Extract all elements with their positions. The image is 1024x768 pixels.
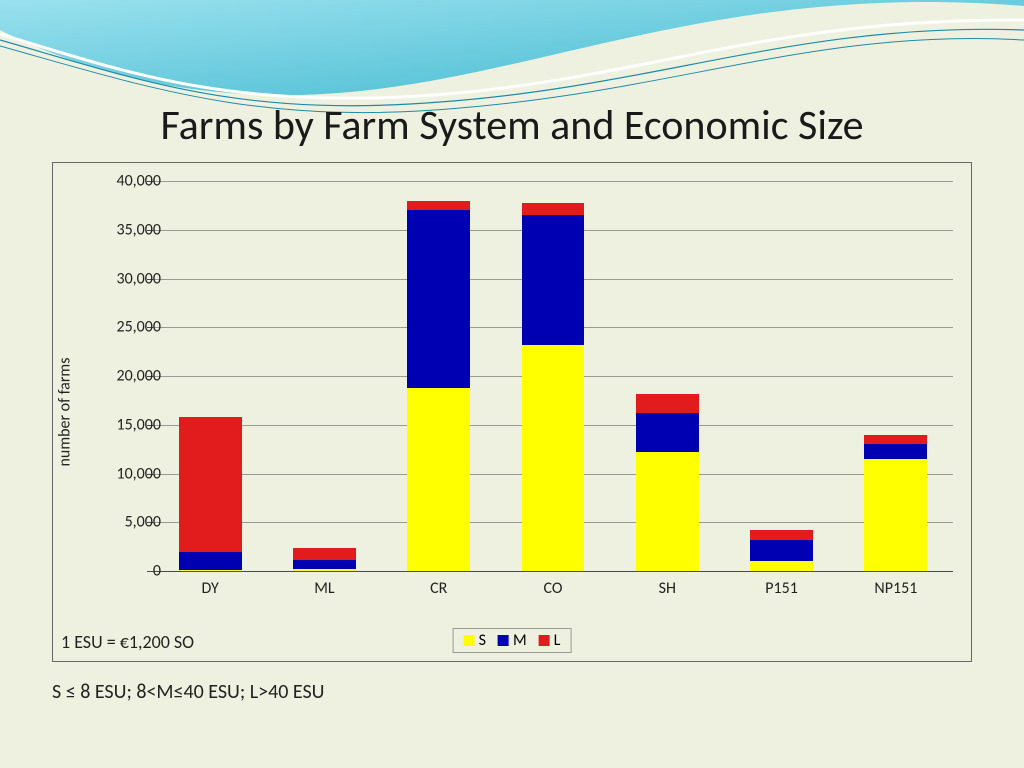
y-tick-label: 0 — [91, 562, 161, 581]
x-tick-label: SH — [659, 579, 676, 598]
bar-segment-s — [864, 459, 927, 571]
footnote: S ≤ 8 ESU; 8<M≤40 ESU; L>40 ESU — [52, 680, 325, 704]
bar-co: CO — [522, 203, 585, 571]
x-tick-label: CR — [430, 579, 447, 598]
x-tick-label: ML — [314, 579, 334, 598]
y-tick-label: 30,000 — [91, 269, 161, 288]
bar-segment-m — [293, 560, 356, 569]
bar-segment-m — [750, 540, 813, 561]
bar-sh: SH — [636, 394, 699, 571]
bar-segment-m — [179, 552, 242, 571]
y-tick-label: 40,000 — [91, 172, 161, 191]
x-axis-line — [147, 571, 953, 572]
legend-item-s: S — [464, 631, 486, 650]
y-tick-label: 25,000 — [91, 318, 161, 337]
bar-segment-s — [179, 570, 242, 571]
legend: S M L — [453, 628, 572, 653]
bar-np151: NP151 — [864, 435, 927, 572]
bar-cr: CR — [407, 201, 470, 571]
plot-area: DY ML CRCO SH P151 NP151 — [153, 181, 953, 571]
y-tick-label: 10,000 — [91, 464, 161, 483]
y-axis-label: number of farms — [56, 358, 75, 467]
legend-label-s: S — [479, 631, 486, 650]
legend-swatch-m — [498, 635, 509, 646]
y-tick-label: 35,000 — [91, 220, 161, 239]
bar-segment-s — [407, 388, 470, 571]
bar-segment-s — [522, 345, 585, 571]
y-tick-label: 15,000 — [91, 415, 161, 434]
bar-segment-m — [522, 215, 585, 345]
chart-frame: number of farms DYMLCRCOSHP151NP151 05,0… — [52, 162, 972, 662]
y-tick-label: 5,000 — [91, 513, 161, 532]
slide-title: Farms by Farm System and Economic Size — [0, 100, 1024, 151]
bar-segment-s — [293, 569, 356, 571]
legend-item-m: M — [498, 631, 527, 650]
bars-container: DY ML CRCO SH P151 NP151 — [153, 181, 953, 571]
legend-swatch-l — [539, 635, 550, 646]
bar-segment-m — [864, 444, 927, 459]
esu-note: 1 ESU = €1,200 SO — [61, 631, 194, 653]
legend-swatch-s — [464, 635, 475, 646]
legend-item-l: L — [539, 631, 561, 650]
x-tick-label: NP151 — [874, 579, 917, 598]
bar-segment-l — [636, 394, 699, 414]
slide: Farms by Farm System and Economic Size n… — [0, 0, 1024, 768]
bar-segment-l — [293, 548, 356, 561]
bar-segment-s — [636, 452, 699, 571]
bar-segment-l — [522, 203, 585, 215]
bar-segment-l — [407, 201, 470, 211]
bar-segment-m — [407, 210, 470, 387]
bar-segment-m — [636, 413, 699, 452]
bar-segment-l — [750, 530, 813, 540]
bar-segment-l — [864, 435, 927, 445]
bar-segment-l — [179, 417, 242, 552]
bar-segment-s — [750, 561, 813, 571]
legend-label-l: L — [554, 631, 561, 650]
y-tick-label: 20,000 — [91, 367, 161, 386]
bar-ml: ML — [293, 548, 356, 571]
x-tick-label: CO — [543, 579, 562, 598]
legend-label-m: M — [513, 631, 527, 650]
bar-dy: DY — [179, 417, 242, 571]
x-tick-label: P151 — [765, 579, 798, 598]
x-tick-label: DY — [201, 579, 218, 598]
bar-p151: P151 — [750, 530, 813, 571]
